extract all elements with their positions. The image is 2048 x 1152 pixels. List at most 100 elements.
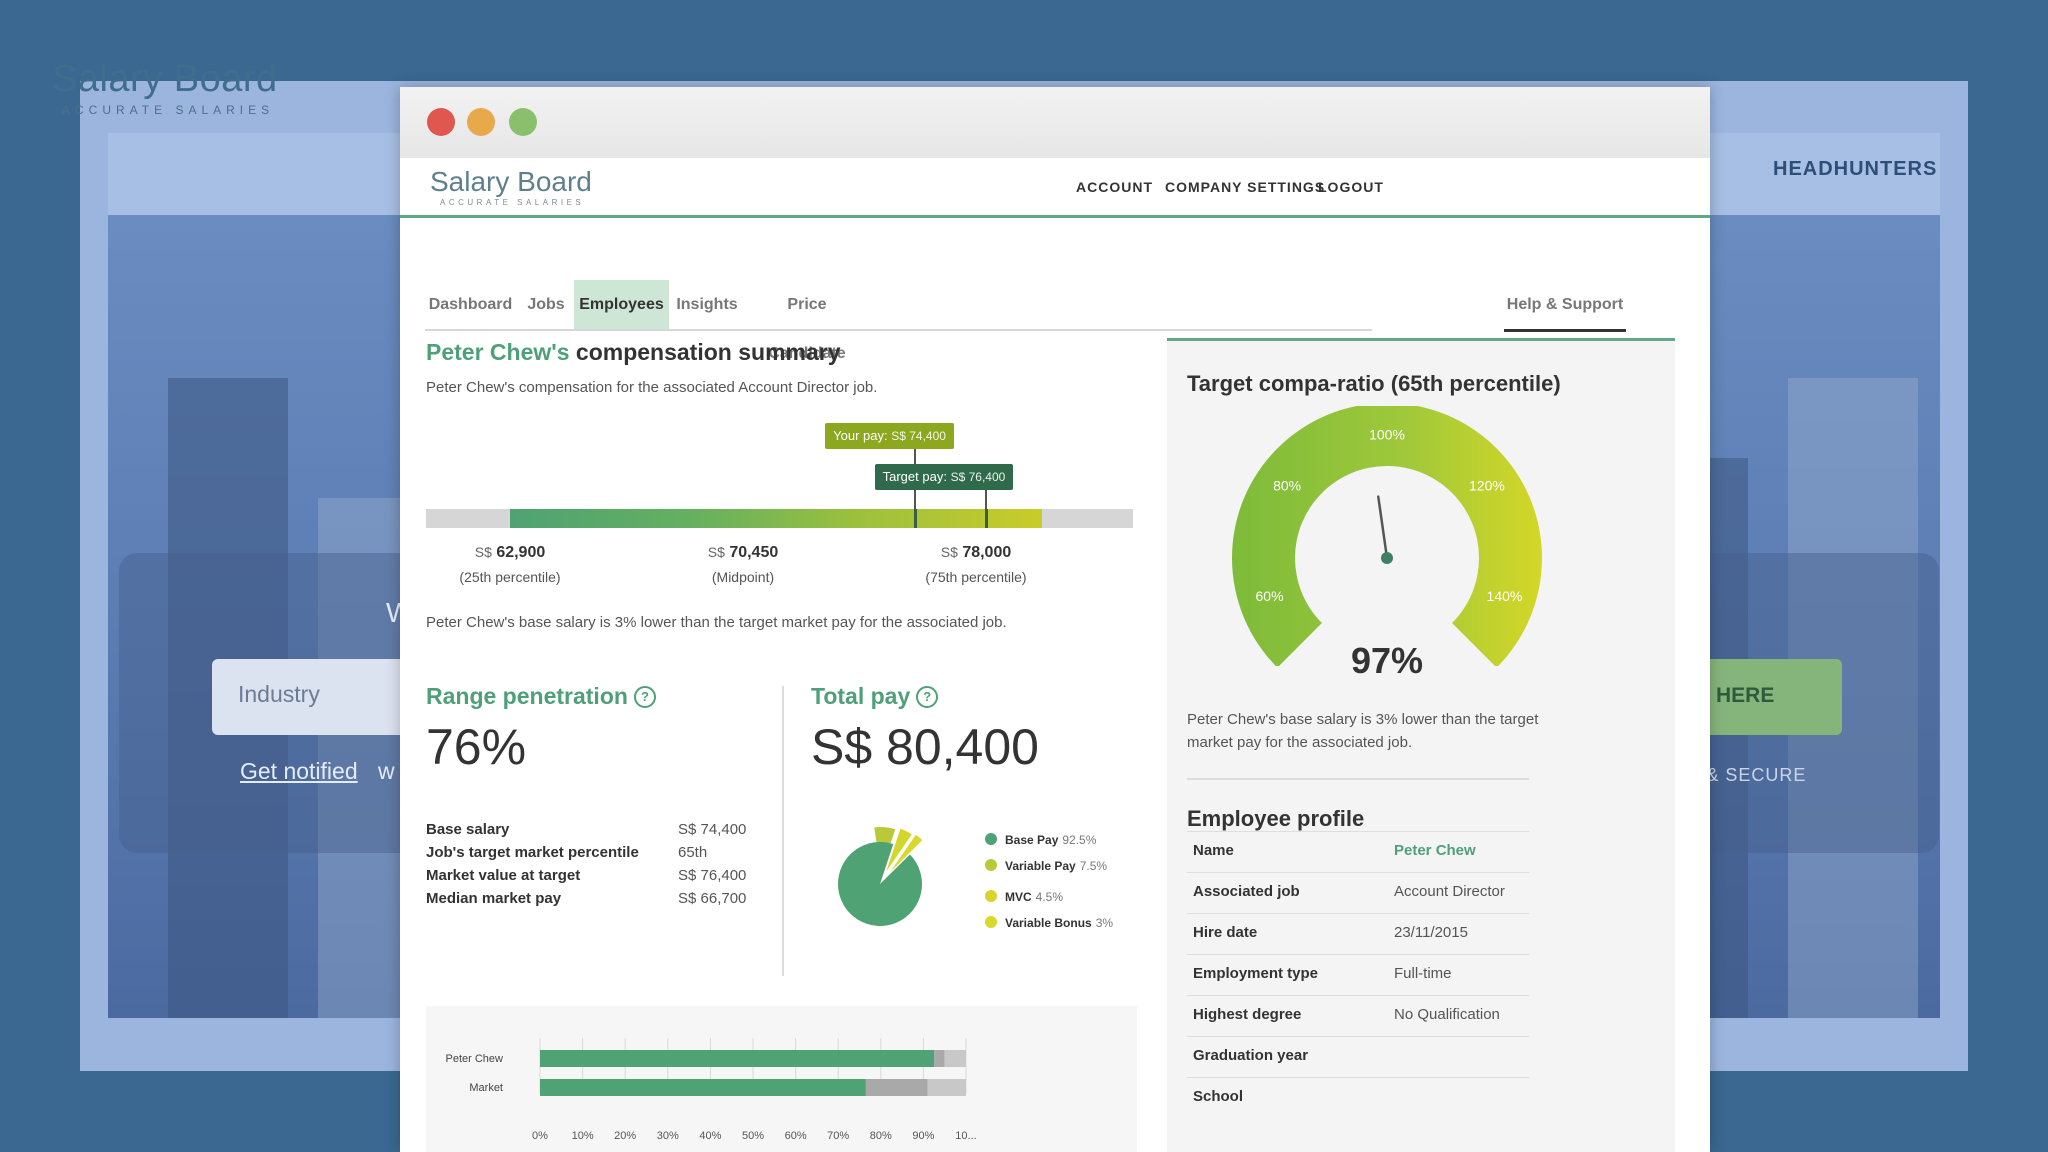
percentile-mid-amount: 70,450 xyxy=(729,544,779,561)
profile-row: Employment type Full-time xyxy=(1187,954,1529,996)
window-titlebar xyxy=(400,87,1710,158)
x-tick-label: 60% xyxy=(785,1130,807,1142)
legend-base-pay: Base Pay 92.5% xyxy=(985,833,1096,847)
x-tick-label: 10... xyxy=(955,1130,976,1142)
nav-logout[interactable]: LOGOUT xyxy=(1318,179,1384,195)
legend-label: Variable Pay xyxy=(1005,859,1076,873)
x-tick-label: 10% xyxy=(572,1130,594,1142)
help-icon[interactable]: ? xyxy=(916,686,939,708)
profile-row-label: Name xyxy=(1193,842,1234,859)
section-divider xyxy=(1187,778,1529,780)
stat-base-salary-value: S$ 74,400 xyxy=(678,821,747,838)
tab-help-support[interactable]: Help & Support xyxy=(1504,280,1626,332)
background-logo: Salary Board ACCURATE SALARIES xyxy=(52,58,278,117)
background-nav-headhunters[interactable]: HEADHUNTERS xyxy=(1773,158,1938,180)
target-pay-value: S$ 76,400 xyxy=(950,470,1006,484)
profile-row-value[interactable]: Peter Chew xyxy=(1394,842,1476,859)
profile-row-value: 23/11/2015 xyxy=(1394,924,1468,941)
bar-segment xyxy=(540,1050,935,1067)
compa-ratio-gauge: 60% 80% 100% 120% 140% xyxy=(1232,406,1542,666)
pay-mix-pie-chart xyxy=(838,827,923,926)
bar-segment xyxy=(540,1079,866,1096)
y-category-label: Peter Chew xyxy=(446,1053,504,1065)
percentile-25-amount: 62,900 xyxy=(496,544,546,561)
right-panel: Target compa-ratio (65th percentile) 60%… xyxy=(1167,338,1675,1152)
window-maximize-button[interactable] xyxy=(509,108,537,136)
your-pay-label: Your pay: xyxy=(833,428,888,443)
gauge-note: Peter Chew's base salary is 3% lower tha… xyxy=(1187,711,1539,751)
kpi-divider xyxy=(782,686,784,976)
range-penetration-title-text: Range penetration xyxy=(426,683,628,709)
help-icon[interactable]: ? xyxy=(633,686,656,708)
gauge-value: 97% xyxy=(1350,640,1424,681)
pay-comparison-bar-chart: 0% 10% 20% 30% 40% 50% 60% 70% 80% 90% 10... Peter … xyxy=(446,1038,977,1142)
x-tick-label: 20% xyxy=(614,1130,636,1142)
tab-jobs[interactable]: Jobs xyxy=(527,296,565,313)
stat-base-salary-label: Base salary xyxy=(426,821,510,838)
legend-value: 4.5% xyxy=(1035,890,1064,904)
profile-row: Highest degree No Qualification xyxy=(1187,995,1529,1037)
profile-row-label: School xyxy=(1193,1088,1244,1105)
total-pay-title-text: Total pay xyxy=(811,683,911,709)
stat-target-percentile-label: Job's target market percentile xyxy=(426,844,639,861)
app-logo[interactable]: Salary Board ACCURATE SALARIES xyxy=(430,166,592,207)
background-notified-rest: w xyxy=(378,758,395,784)
background-notified-link[interactable]: Get notified xyxy=(240,758,358,784)
window-minimize-button[interactable] xyxy=(467,108,495,136)
background-building xyxy=(318,498,408,1018)
pie-slice-base-pay xyxy=(838,842,922,926)
tab-insights[interactable]: Insights xyxy=(676,296,738,313)
gauge-tick-label: 80% xyxy=(1273,477,1301,493)
range-penetration-title: Range penetration? xyxy=(426,683,656,710)
tab-bar: Dashboard Jobs Employees Insights Price … xyxy=(425,280,1372,362)
background-industry-input[interactable]: Industry xyxy=(212,659,432,735)
percentile-25-value: S$ 62,900 xyxy=(410,544,610,562)
salary-range-bar xyxy=(426,509,1133,528)
target-pay-marker xyxy=(984,509,988,528)
compensation-subtitle: Peter Chew's compensation for the associ… xyxy=(426,379,878,396)
employee-profile-title: Employee profile xyxy=(1187,806,1365,831)
legend-label: Base Pay xyxy=(1005,833,1059,847)
stat-median-pay-label: Median market pay xyxy=(426,890,562,907)
percentile-25-currency: S$ xyxy=(474,544,492,560)
percentile-75-amount: 78,000 xyxy=(962,544,1012,561)
compensation-note: Peter Chew's base salary is 3% lower tha… xyxy=(426,614,1007,631)
your-pay-tooltip: Your pay: S$ 74,400 xyxy=(825,423,954,449)
salary-range-fill xyxy=(510,509,1042,528)
gauge-tick-label: 100% xyxy=(1369,427,1405,443)
profile-row: Associated job Account Director xyxy=(1187,872,1529,914)
x-tick-label: 30% xyxy=(657,1130,679,1142)
profile-row-value: Full-time xyxy=(1394,965,1452,982)
background-cta-label: HERE xyxy=(1716,684,1775,707)
gauge-title: Target compa-ratio (65th percentile) xyxy=(1187,371,1561,396)
target-pay-label: Target pay: xyxy=(882,469,947,484)
background-cta-button[interactable]: HERE xyxy=(1690,659,1842,735)
app-window: Salary Board ACCURATE SALARIES ACCOUNT C… xyxy=(400,87,1710,1152)
window-close-button[interactable] xyxy=(427,108,455,136)
gauge-tick-label: 120% xyxy=(1469,477,1505,493)
target-pay-tooltip: Target pay: S$ 76,400 xyxy=(874,464,1014,490)
background-logo-word: Salary Board xyxy=(52,58,278,100)
legend-dot xyxy=(985,916,997,928)
gauge-hub xyxy=(1381,552,1393,564)
percentile-75-label: (75th percentile) xyxy=(925,569,1027,585)
percentile-75-value: S$ 78,000 xyxy=(876,544,1076,562)
tab-price-candidate[interactable]: Price Candidate xyxy=(768,296,846,362)
bar-segment xyxy=(934,1050,945,1067)
nav-company-settings[interactable]: COMPANY SETTINGS xyxy=(1165,179,1326,195)
stat-market-value-label: Market value at target xyxy=(426,867,581,884)
your-pay-value: S$ 74,400 xyxy=(891,429,946,443)
x-tick-label: 50% xyxy=(742,1130,764,1142)
legend-value: 7.5% xyxy=(1079,859,1108,873)
tab-dashboard[interactable]: Dashboard xyxy=(428,296,513,313)
total-pay-title: Total pay? xyxy=(811,683,939,710)
profile-row-label: Associated job xyxy=(1193,883,1300,900)
tab-employees[interactable]: Employees xyxy=(574,280,669,329)
gauge-tick-label: 140% xyxy=(1487,588,1523,604)
percentile-25-label: (25th percentile) xyxy=(459,569,561,585)
percentile-mid-value: S$ 70,450 xyxy=(643,544,843,562)
pie-slice-variable-bonus xyxy=(890,834,923,872)
profile-row: Name Peter Chew xyxy=(1187,831,1529,873)
nav-account[interactable]: ACCOUNT xyxy=(1076,179,1153,195)
percentile-75-currency: S$ xyxy=(940,544,958,560)
